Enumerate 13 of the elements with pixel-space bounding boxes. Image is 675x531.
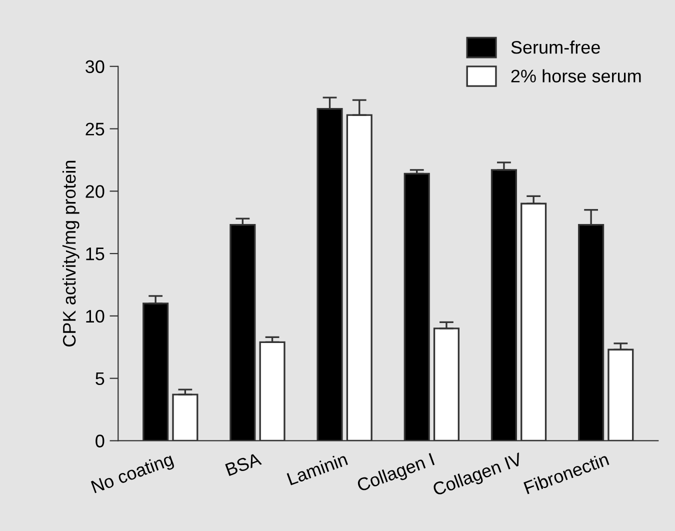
x-tick-label: No coating [90, 452, 176, 497]
legend-label: Serum-free [511, 40, 600, 54]
legend-label: 2% horse serum [511, 69, 641, 82]
x-tick-label: Laminin [286, 452, 348, 486]
y-tick-label: 10 [86, 310, 104, 323]
y-tick-label: 15 [86, 248, 104, 260]
y-tick-label: 20 [86, 185, 104, 198]
y-tick-label: 25 [86, 122, 104, 136]
y-axis-title: CPK activity/mg protein [62, 160, 80, 346]
x-tick-label: BSA [225, 452, 262, 476]
y-tick-label: 5 [96, 372, 104, 386]
y-tick-label: 0 [96, 434, 104, 448]
y-tick-label: 30 [86, 60, 104, 74]
